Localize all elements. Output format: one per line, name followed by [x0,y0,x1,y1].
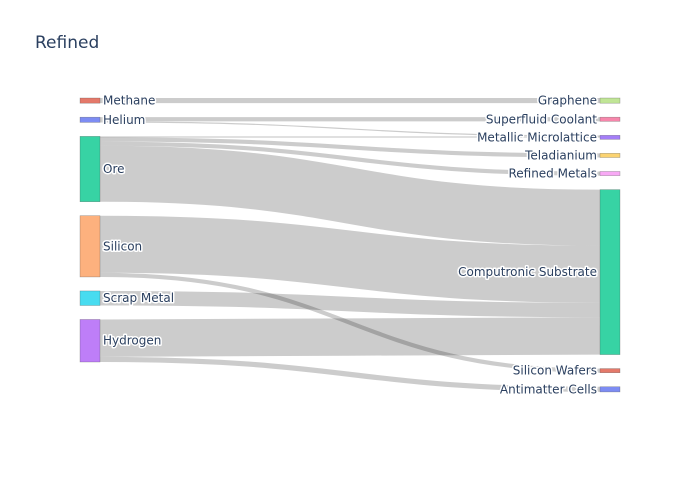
node-silicon [79,215,101,278]
link-ore-to-computronic_substrate [99,145,601,246]
label-computronic_substrate: Computronic Substrate [458,265,597,279]
node-hydrogen [79,319,101,363]
label-graphene: Graphene [538,94,597,108]
sankey-links [99,98,601,392]
node-superfluid_coolant [599,116,621,122]
node-graphene [599,97,621,104]
node-antimatter_cells [599,386,621,393]
label-ore: Ore [103,162,125,176]
label-hydrogen: Hydrogen [103,334,161,348]
node-methane [79,97,101,104]
node-silicon_wafers [599,368,621,373]
label-silicon_wafers: Silicon Wafers [513,364,597,378]
node-teladianium [599,153,621,158]
link-ore-to-teladianium [99,137,601,158]
node-computronic_substrate [599,189,621,355]
link-helium-to-metallic_microlattice [99,121,601,137]
chart-title: Refined [35,33,100,53]
label-antimatter_cells: Antimatter Cells [500,382,597,396]
link-silicon-to-computronic_substrate [99,215,601,303]
node-helium [79,116,101,123]
label-helium: Helium [103,113,145,127]
link-hydrogen-to-computronic_substrate [99,317,601,357]
link-scrap_metal-to-computronic_substrate [99,290,601,318]
label-metallic_microlattice: Metallic Microlattice [477,130,597,144]
sankey-labels: Methane Helium Ore Silicon Scrap Metal Hydrog… [102,92,599,398]
sankey-nodes [79,97,621,393]
node-refined_metals [599,171,621,176]
label-silicon: Silicon [103,239,142,253]
node-ore [79,136,101,202]
label-scrap_metal: Scrap Metal [103,291,174,305]
label-methane: Methane [103,94,155,108]
label-teladianium: Teladianium [524,148,597,162]
node-metallic_microlattice [599,135,621,140]
link-hydrogen-to-antimatter_cells [99,356,601,392]
link-ore-to-refined_metals [99,141,601,176]
label-refined_metals: Refined Metals [508,167,597,181]
link-silicon-to-silicon_wafers [99,272,601,373]
label-superfluid_coolant: Superfluid Coolant [486,112,597,126]
node-scrap_metal [79,290,101,306]
